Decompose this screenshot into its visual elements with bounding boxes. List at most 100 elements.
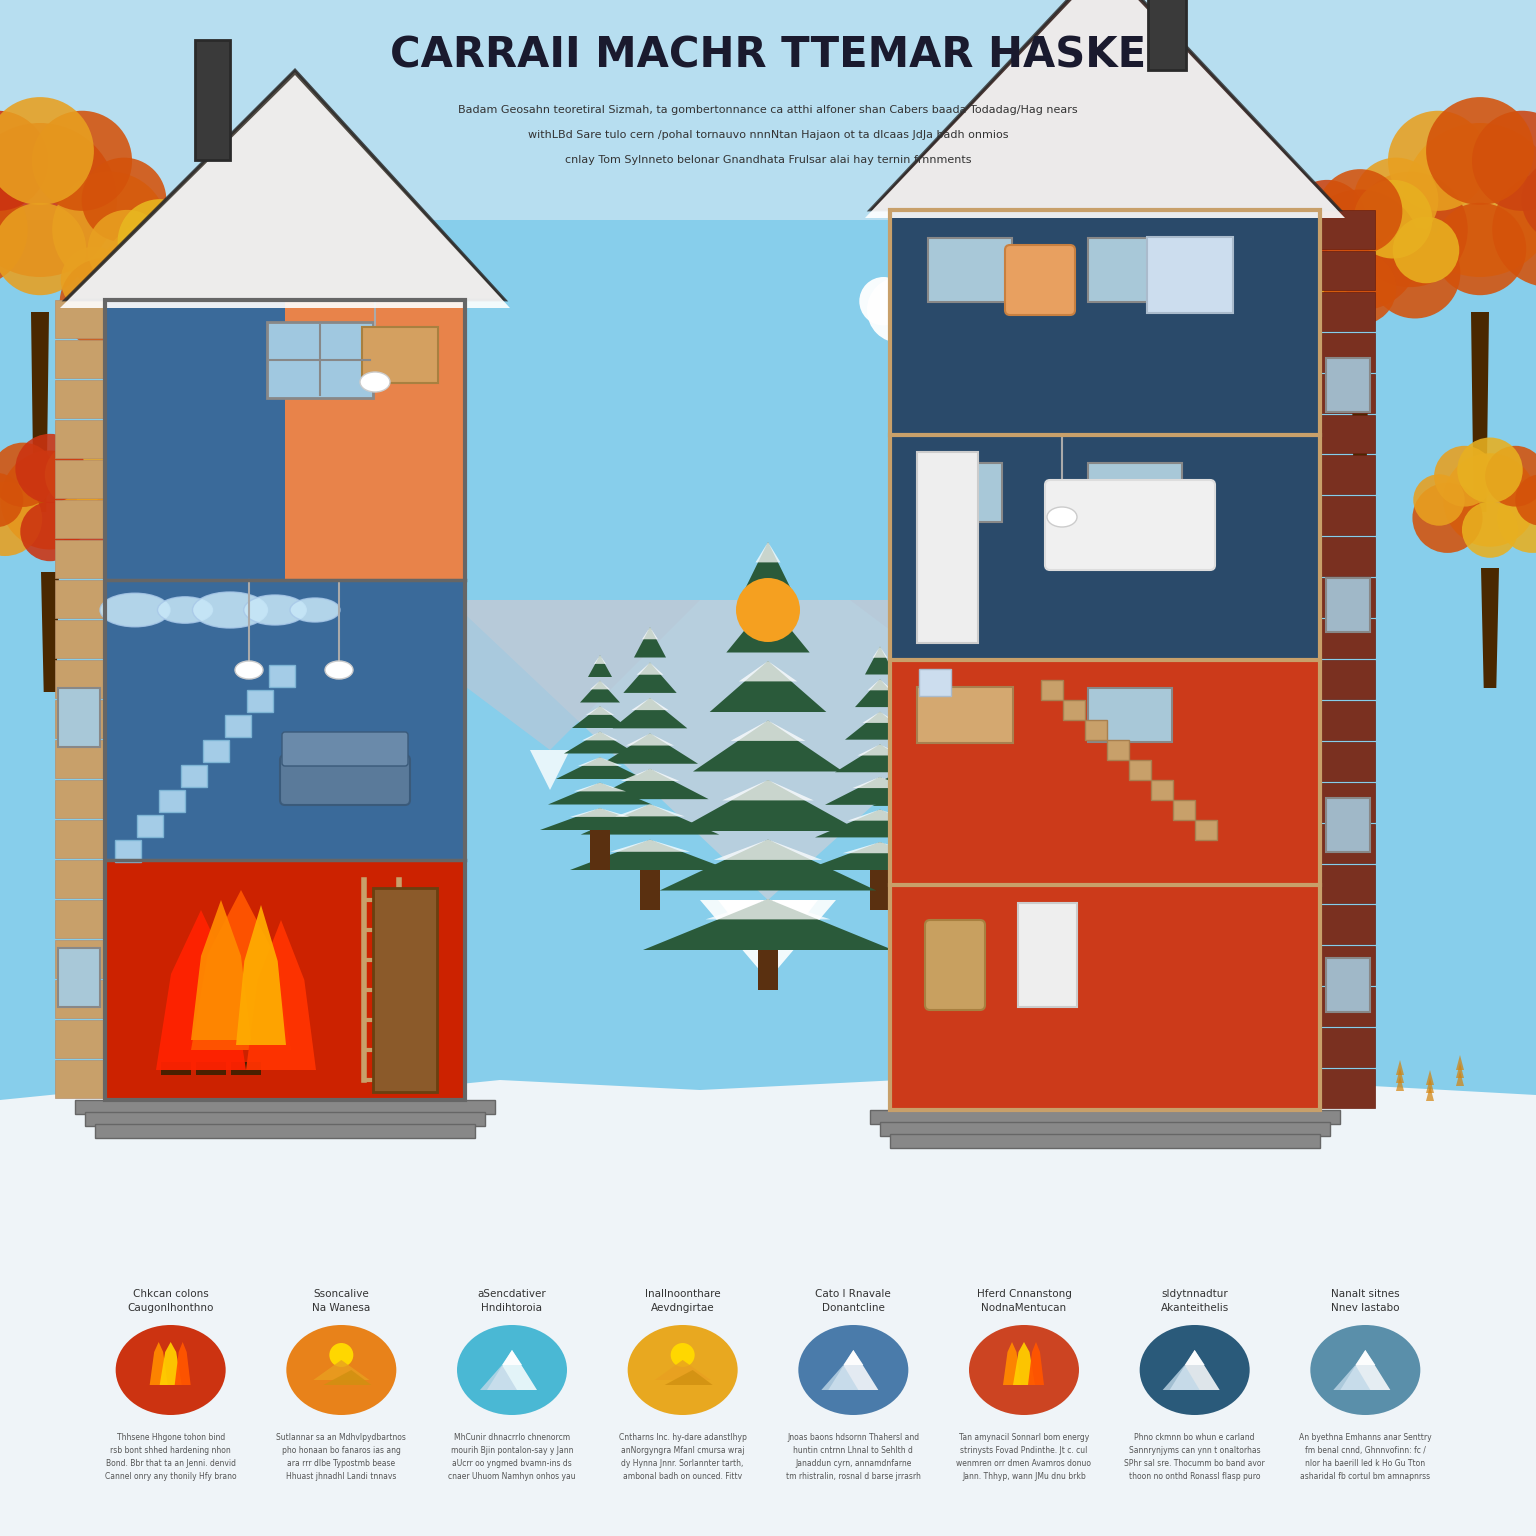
Ellipse shape (244, 594, 306, 625)
Circle shape (0, 450, 100, 550)
Circle shape (52, 172, 167, 287)
FancyBboxPatch shape (55, 541, 104, 578)
Circle shape (32, 111, 132, 210)
Text: wenmren orr dmen Avamros donuo: wenmren orr dmen Avamros donuo (957, 1459, 1092, 1468)
Polygon shape (627, 733, 674, 745)
Polygon shape (587, 707, 614, 714)
Ellipse shape (192, 591, 267, 628)
Polygon shape (160, 790, 184, 813)
Text: Sannrynjyms can ynn t onaltorhas: Sannrynjyms can ynn t onaltorhas (1129, 1445, 1261, 1455)
Circle shape (736, 578, 800, 642)
Polygon shape (1333, 1366, 1370, 1390)
Polygon shape (1129, 760, 1150, 780)
Text: thoon no onthd Ronassl flasp puro: thoon no onthd Ronassl flasp puro (1129, 1471, 1261, 1481)
FancyBboxPatch shape (1319, 250, 1375, 290)
Circle shape (77, 473, 131, 527)
Polygon shape (727, 602, 809, 653)
FancyBboxPatch shape (55, 419, 104, 458)
Text: An byethna Emhanns anar Senttry: An byethna Emhanns anar Senttry (1299, 1433, 1432, 1442)
Polygon shape (594, 656, 607, 664)
Ellipse shape (286, 1326, 396, 1415)
Text: tm rhistralin, rosnal d barse jrrasrh: tm rhistralin, rosnal d barse jrrasrh (786, 1471, 920, 1481)
Circle shape (1522, 158, 1536, 243)
Text: Badam Geosahn teoretiral Sizmah, ta gombertonnance ca atthi alfoner shan Cabers : Badam Geosahn teoretiral Sizmah, ta gomb… (458, 104, 1078, 115)
Polygon shape (903, 737, 937, 745)
FancyBboxPatch shape (1319, 946, 1375, 985)
FancyBboxPatch shape (55, 379, 104, 418)
Circle shape (866, 276, 932, 343)
FancyBboxPatch shape (1319, 700, 1375, 740)
FancyBboxPatch shape (1319, 373, 1375, 413)
FancyBboxPatch shape (1018, 903, 1077, 1008)
Text: Ssoncalive: Ssoncalive (313, 1289, 369, 1299)
Polygon shape (869, 0, 1339, 210)
Text: Jnoas baons hdsornn Thahersl and: Jnoas baons hdsornn Thahersl and (788, 1433, 920, 1442)
Text: Caugonlhonthno: Caugonlhonthno (127, 1303, 214, 1313)
Polygon shape (181, 765, 207, 786)
Polygon shape (739, 660, 797, 682)
Polygon shape (502, 1350, 522, 1366)
Polygon shape (644, 899, 892, 949)
Polygon shape (224, 714, 250, 737)
Polygon shape (1352, 338, 1369, 488)
Circle shape (192, 247, 260, 313)
Text: sldytnnadtur: sldytnnadtur (1161, 1289, 1229, 1299)
Text: pho honaan bo fanaros ias ang: pho honaan bo fanaros ias ang (283, 1445, 401, 1455)
Text: Donantcline: Donantcline (822, 1303, 885, 1313)
Circle shape (20, 502, 80, 561)
Polygon shape (863, 711, 897, 723)
Circle shape (15, 433, 84, 504)
Polygon shape (892, 809, 948, 817)
Text: Tan amynacil Sonnarl bom energy: Tan amynacil Sonnarl bom energy (958, 1433, 1089, 1442)
Text: fm benal cnnd, Ghnnvofinn: fc /: fm benal cnnd, Ghnnvofinn: fc / (1306, 1445, 1425, 1455)
Ellipse shape (458, 1326, 567, 1415)
Circle shape (81, 158, 166, 243)
Circle shape (1485, 445, 1536, 507)
FancyBboxPatch shape (1087, 238, 1183, 303)
Polygon shape (582, 731, 617, 740)
Polygon shape (642, 627, 657, 639)
Polygon shape (151, 369, 169, 528)
Polygon shape (591, 770, 708, 799)
Text: Na Wanesa: Na Wanesa (312, 1303, 370, 1313)
FancyBboxPatch shape (889, 1134, 1319, 1147)
Polygon shape (908, 713, 932, 722)
FancyBboxPatch shape (55, 300, 104, 338)
Polygon shape (1425, 1086, 1435, 1101)
Polygon shape (578, 757, 622, 766)
Circle shape (1046, 335, 1075, 362)
Text: Sutlannar sa an Mdhvlpydbartnos: Sutlannar sa an Mdhvlpydbartnos (276, 1433, 406, 1442)
Circle shape (88, 210, 166, 289)
Text: Akanteithelis: Akanteithelis (1161, 1303, 1229, 1313)
Text: CARRAII MACHR TTEMAR HASKE: CARRAII MACHR TTEMAR HASKE (390, 34, 1146, 75)
Circle shape (1261, 217, 1327, 283)
Text: SPhr sal sre. Thocumm bo band avor: SPhr sal sre. Thocumm bo band avor (1124, 1459, 1266, 1468)
Polygon shape (65, 71, 505, 300)
Polygon shape (1172, 800, 1195, 820)
Circle shape (169, 258, 261, 349)
Polygon shape (1396, 1060, 1404, 1075)
Circle shape (932, 276, 998, 343)
Text: Aevdngirtae: Aevdngirtae (651, 1303, 714, 1313)
Polygon shape (665, 1370, 713, 1385)
Circle shape (1025, 319, 1055, 350)
Polygon shape (0, 0, 1536, 220)
Ellipse shape (235, 660, 263, 679)
Polygon shape (845, 711, 915, 740)
Polygon shape (1040, 680, 1063, 700)
FancyBboxPatch shape (1087, 462, 1183, 522)
Polygon shape (722, 780, 814, 800)
Polygon shape (230, 1061, 261, 1075)
Circle shape (45, 442, 109, 507)
Circle shape (0, 172, 28, 287)
FancyBboxPatch shape (55, 581, 104, 617)
Polygon shape (602, 733, 697, 763)
Circle shape (118, 200, 203, 284)
FancyBboxPatch shape (55, 860, 104, 899)
Circle shape (1324, 252, 1396, 324)
Polygon shape (60, 75, 510, 309)
Circle shape (1444, 453, 1536, 547)
Polygon shape (1425, 1071, 1435, 1084)
Text: Thhsene Hhgone tohon bind: Thhsene Hhgone tohon bind (117, 1433, 224, 1442)
Circle shape (0, 97, 94, 204)
